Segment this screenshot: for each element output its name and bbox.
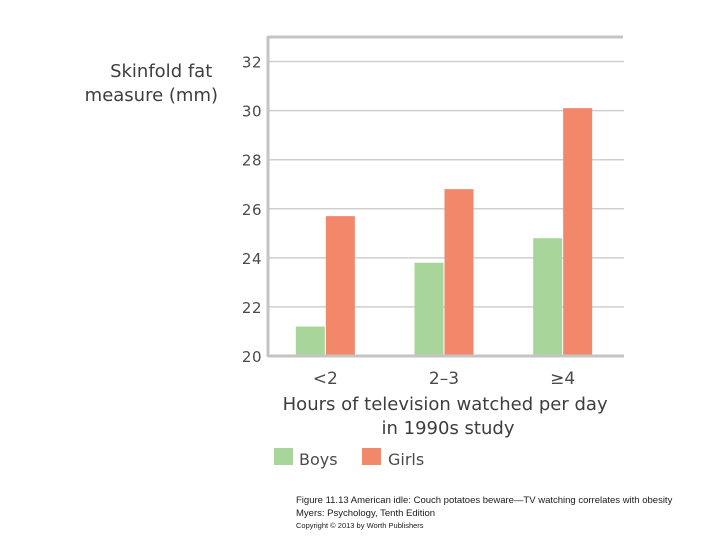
bar-girls-2 [563, 108, 593, 357]
y-axis-title: Skinfold fat measure (mm) [85, 61, 218, 106]
legend-swatch-girls [362, 448, 381, 465]
x-tick-label: ≥4 [550, 369, 575, 389]
copyright-line: Copyright © 2013 by Worth Publishers [296, 521, 424, 530]
y-tick-label: 32 [242, 54, 262, 72]
y-axis-title-line1: Skinfold fat [110, 61, 212, 82]
x-tick-label: 2–3 [429, 369, 459, 389]
x-axis-title: Hours of television watched per day in 1… [283, 394, 614, 439]
y-tick-label: 30 [242, 103, 262, 121]
y-axis-title-line2: measure (mm) [85, 85, 218, 106]
legend-swatch-boys [274, 448, 293, 465]
bar-boys-0 [295, 326, 325, 356]
y-tick-label: 28 [242, 152, 262, 170]
y-axis-ticks: 20 22 24 26 28 30 32 [242, 54, 262, 366]
y-tick-label: 22 [242, 299, 262, 317]
bars [295, 108, 593, 357]
x-axis-title-line1: Hours of television watched per day [283, 394, 608, 415]
bar-boys-2 [533, 238, 563, 356]
x-axis-ticks: <2 2–3 ≥4 [313, 369, 575, 389]
bar-boys-1 [414, 262, 444, 356]
source-line: Myers: Psychology, Tenth Edition [296, 508, 436, 519]
x-tick-label: <2 [313, 369, 338, 389]
y-tick-label: 20 [242, 348, 262, 366]
x-axis-title-line2: in 1990s study [382, 418, 515, 439]
legend: Boys Girls [274, 448, 424, 469]
legend-label-girls: Girls [388, 450, 424, 469]
bar-girls-0 [325, 216, 355, 356]
y-tick-label: 24 [242, 250, 262, 268]
bar-girls-1 [444, 189, 474, 356]
legend-label-boys: Boys [299, 450, 338, 469]
figure-caption: Figure 11.13 American idle: Couch potato… [296, 495, 673, 506]
y-tick-label: 26 [242, 201, 262, 219]
